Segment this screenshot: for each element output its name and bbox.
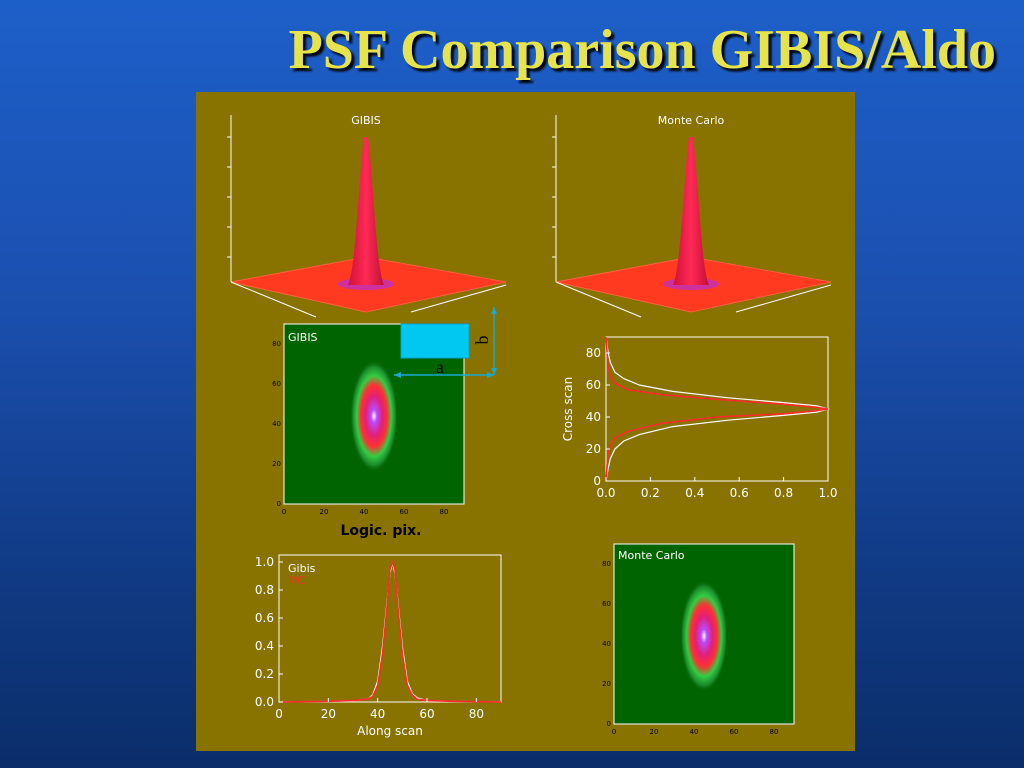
along-scan-plot: 0 20 40 60 80 0.00.20.40.60.81.0 Along scan … [255, 554, 502, 738]
tick-label: 60 [272, 380, 281, 388]
plot-x-ticks: 0.0 0.2 0.4 0.6 0.8 1.0 [596, 477, 838, 500]
ab-box [400, 323, 470, 359]
tick-label: 20 [272, 460, 281, 468]
size-annotation: a b Logic. pix. [340, 307, 497, 539]
series-line [278, 559, 502, 703]
tick-label: 0.4 [685, 486, 704, 500]
series-line [605, 336, 831, 482]
tick-label: 60 [602, 600, 611, 608]
gibis-surface-plot: GIBIS [227, 114, 507, 318]
tick-label: 0.6 [255, 611, 274, 625]
plot-series [278, 559, 502, 703]
tick-label: 20 [321, 707, 336, 721]
tick-label: 60 [419, 707, 434, 721]
label-b: b [472, 336, 492, 345]
tick-label: 80 [586, 346, 601, 360]
psf-blob [350, 360, 398, 472]
logic-pix-label: Logic. pix. [340, 523, 421, 539]
mc-surface-plot: Monte Carlo [552, 114, 832, 318]
slide-title: PSF Comparison GIBIS/Aldo [288, 19, 996, 81]
tick-label: 40 [370, 707, 385, 721]
tick-label: 80 [602, 560, 611, 568]
tick-label: 80 [440, 508, 449, 516]
tick-label: 40 [690, 728, 699, 736]
plot-frame [605, 336, 829, 482]
tick-label: 0.8 [255, 583, 274, 597]
heatmap-x-ticks: 0 20 40 60 80 [282, 508, 449, 516]
heatmap-title: Monte Carlo [618, 549, 685, 562]
tick-label: 1.0 [255, 555, 274, 569]
heatmap-x-ticks: 0 20 40 60 80 [612, 728, 779, 736]
tick-label: 0.0 [255, 695, 274, 709]
label-a: a [436, 357, 444, 377]
tick-label: 1.0 [818, 486, 837, 500]
series-line [605, 336, 829, 482]
tick-label: 0.4 [255, 639, 274, 653]
tick-label: 40 [272, 420, 281, 428]
tick-label: 0.2 [255, 667, 274, 681]
figure-panel: GIBIS Monte Carlo GIBIS 0 20 40 60 80 0 20 40 6… [196, 92, 855, 751]
heatmap-y-ticks: 0 20 40 60 80 [602, 560, 611, 728]
plot-xlabel: Along scan [357, 724, 423, 738]
tick-label: 60 [730, 728, 739, 736]
tick-label: 0 [277, 500, 281, 508]
tick-label: 0 [282, 508, 286, 516]
tick-label: 0 [275, 707, 283, 721]
tick-label: 40 [586, 410, 601, 424]
cross-scan-plot: 0.0 0.2 0.4 0.6 0.8 1.0 0 20 40 60 80 Cross scan [561, 336, 838, 500]
plot-series [605, 336, 831, 482]
tick-label: 80 [272, 340, 281, 348]
series-line [278, 561, 502, 703]
surface-title: GIBIS [351, 114, 381, 127]
heatmap-y-ticks: 0 20 40 60 80 [272, 340, 281, 508]
tick-label: 0.2 [641, 486, 660, 500]
tick-label: 40 [360, 508, 369, 516]
tick-label: 20 [650, 728, 659, 736]
plot-y-ticks: 0 20 40 60 80 [586, 346, 610, 488]
plot-ylabel: Cross scan [561, 377, 575, 442]
tick-label: 0.6 [730, 486, 749, 500]
tick-label: 60 [586, 378, 601, 392]
tick-label: 0 [612, 728, 616, 736]
tick-label: 60 [400, 508, 409, 516]
plot-frame [278, 554, 502, 703]
mc-heatmap: Monte Carlo 0 20 40 60 80 0 20 40 60 80 [602, 543, 795, 736]
tick-label: 80 [770, 728, 779, 736]
heatmap-title: GIBIS [288, 331, 318, 344]
figure-canvas: GIBIS Monte Carlo GIBIS 0 20 40 60 80 0 20 40 6… [227, 114, 838, 738]
legend-mc: MC [288, 574, 305, 587]
plot-y-ticks: 0.0 0.2 0.4 0.6 0.8 1.0 [255, 555, 283, 709]
tick-label: 0 [593, 474, 601, 488]
tick-label: 0.8 [774, 486, 793, 500]
tick-label: 0.0 [596, 486, 615, 500]
tick-label: 40 [602, 640, 611, 648]
tick-label: 20 [320, 508, 329, 516]
surface-title: Monte Carlo [658, 114, 725, 127]
tick-label: 80 [469, 707, 484, 721]
plot-x-ticks: 0 20 40 60 80 [275, 698, 484, 721]
tick-label: 20 [602, 680, 611, 688]
tick-label: 0 [607, 720, 611, 728]
surface-peak [348, 137, 384, 285]
psf-blob [680, 580, 728, 692]
legend-gibis: Gibis [288, 562, 316, 575]
surface-peak [673, 137, 709, 285]
tick-label: 20 [586, 442, 601, 456]
